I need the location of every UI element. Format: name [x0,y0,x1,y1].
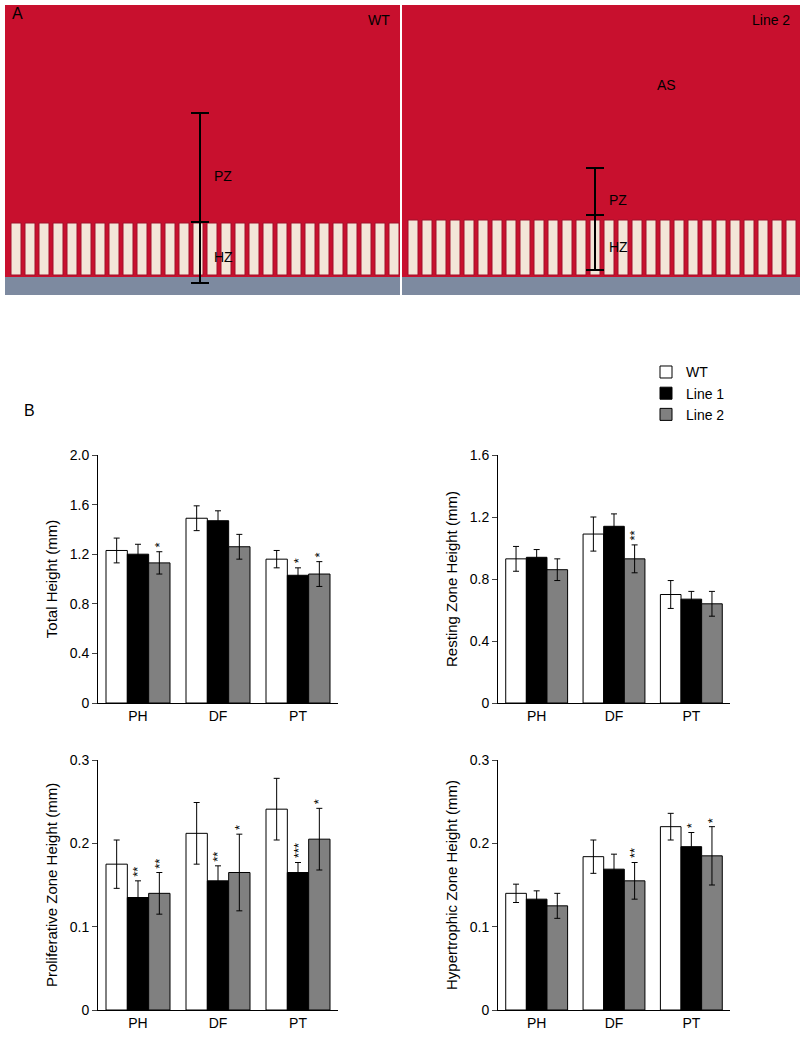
svg-text:**: ** [130,867,145,877]
svg-text:B: B [24,402,35,419]
svg-text:PZ: PZ [609,192,627,208]
svg-text:1.2: 1.2 [470,509,490,525]
svg-text:**: ** [152,859,167,869]
svg-text:DF: DF [209,1015,228,1031]
svg-text:Proliferative Zone Height (mm): Proliferative Zone Height (mm) [43,783,60,987]
svg-text:DF: DF [605,1015,624,1031]
svg-text:Resting Zone Height (mm): Resting Zone Height (mm) [443,491,460,667]
svg-text:A: A [12,5,23,22]
svg-text:0.8: 0.8 [470,571,490,587]
svg-text:DF: DF [605,708,624,724]
svg-text:0.4: 0.4 [470,633,490,649]
svg-text:Line 1: Line 1 [686,386,724,402]
svg-text:WT: WT [686,364,708,380]
svg-text:Total Height (mm): Total Height (mm) [43,520,60,638]
svg-text:*: * [705,818,720,823]
svg-text:2.0: 2.0 [70,447,90,463]
svg-text:*: * [152,542,167,547]
svg-text:AS: AS [657,77,676,93]
svg-text:0: 0 [81,695,89,711]
svg-text:Line 2: Line 2 [752,12,790,28]
svg-text:0.1: 0.1 [70,919,90,935]
svg-text:WT: WT [368,12,390,28]
svg-text:HZ: HZ [609,239,628,255]
svg-text:Hypertrophic Zone Height (mm): Hypertrophic Zone Height (mm) [443,780,460,990]
svg-text:*: * [684,823,699,828]
svg-text:0: 0 [481,1002,489,1018]
svg-text:*: * [312,552,327,557]
svg-text:PT: PT [682,1015,700,1031]
svg-text:*: * [232,825,247,830]
svg-text:PZ: PZ [214,168,232,184]
svg-text:0: 0 [481,695,489,711]
svg-text:PT: PT [682,708,700,724]
svg-text:PT: PT [289,1015,307,1031]
svg-text:Line 2: Line 2 [686,407,724,423]
svg-text:HZ: HZ [214,249,233,265]
svg-text:1.6: 1.6 [70,497,90,513]
svg-text:PT: PT [289,708,307,724]
svg-text:PH: PH [128,1015,147,1031]
svg-text:0.1: 0.1 [470,919,490,935]
svg-text:0.3: 0.3 [470,752,490,768]
svg-text:*: * [291,558,306,563]
svg-text:DF: DF [209,708,228,724]
svg-text:**: ** [627,848,642,858]
svg-text:PH: PH [128,708,147,724]
svg-text:PH: PH [527,1015,546,1031]
svg-text:0.8: 0.8 [70,596,90,612]
svg-text:*: * [311,799,326,804]
svg-text:0: 0 [81,1002,89,1018]
svg-text:0.4: 0.4 [70,645,90,661]
svg-text:1.6: 1.6 [470,447,490,463]
svg-text:0.2: 0.2 [70,835,90,851]
svg-text:1.2: 1.2 [70,546,90,562]
svg-text:***: *** [291,843,306,858]
svg-text:0.2: 0.2 [470,835,490,851]
svg-text:PH: PH [527,708,546,724]
svg-text:**: ** [210,852,225,862]
svg-text:**: ** [627,530,642,540]
svg-text:0.3: 0.3 [70,752,90,768]
